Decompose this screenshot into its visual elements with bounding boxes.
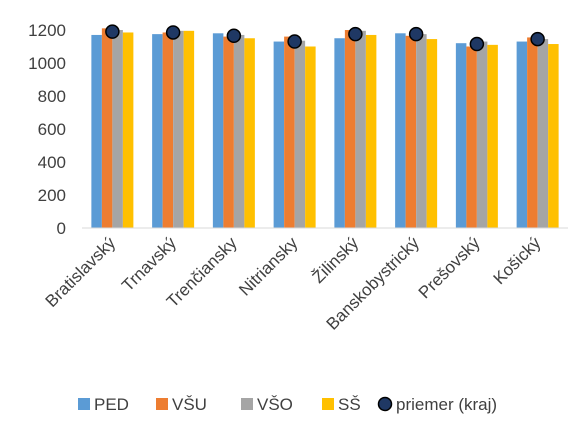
y-tick-label: 200: [38, 186, 66, 205]
y-tick-label: 800: [38, 87, 66, 106]
average-point: [287, 34, 302, 49]
bar: [405, 35, 417, 229]
category-label: Košický: [490, 233, 545, 288]
bar: [91, 34, 102, 229]
legend-swatch: [322, 398, 334, 410]
bar: [527, 37, 538, 228]
average-point: [408, 26, 424, 42]
legend-label: VŠO: [257, 395, 293, 414]
bar: [334, 38, 345, 228]
legend-label: SŠ: [338, 395, 361, 414]
bar: [284, 36, 295, 228]
bar: [223, 36, 234, 228]
bar: [152, 34, 163, 228]
average-point: [348, 26, 363, 42]
bar: [344, 30, 356, 228]
legend-label: PED: [94, 395, 129, 414]
bar: [162, 32, 174, 228]
legend-swatch: [241, 398, 253, 410]
category-label: Bratislavský: [42, 233, 120, 311]
bar: [416, 34, 427, 228]
category-label: Prešovský: [415, 233, 484, 302]
bar: [426, 39, 438, 229]
y-axis-ticks: 0 200 400 600 800 1000 1200: [28, 21, 66, 238]
bar: [273, 41, 285, 228]
legend-swatch: [156, 398, 168, 410]
bar: [355, 30, 366, 229]
x-axis-labels: BratislavskýTrnavskýTrenčianskyNitriansk…: [42, 233, 545, 334]
bar: [487, 44, 498, 228]
bar: [173, 30, 184, 229]
y-tick-label: 1000: [28, 54, 66, 73]
average-point: [226, 28, 242, 44]
category-label: Nitriansky: [235, 233, 302, 300]
bar: [537, 39, 549, 229]
average-point: [530, 31, 545, 47]
bar: [294, 40, 306, 228]
y-tick-label: 600: [38, 120, 66, 139]
bar: [244, 38, 255, 228]
y-tick-label: 0: [57, 219, 66, 238]
y-tick-label: 400: [38, 153, 66, 172]
bar: [305, 46, 316, 228]
average-point: [105, 24, 120, 39]
legend-label: VŠU: [172, 395, 207, 414]
bar: [233, 34, 245, 229]
bar: [365, 34, 377, 229]
category-label: Trnavský: [118, 233, 180, 295]
bar: [466, 46, 477, 228]
legend-swatch: [78, 398, 90, 410]
average-point: [469, 36, 485, 52]
category-label: Žilinský: [309, 233, 363, 287]
legend-label: priemer (kraj): [396, 395, 497, 414]
chart-bars: [91, 28, 559, 229]
bar: [548, 44, 559, 229]
bar: [112, 30, 123, 228]
bar: [516, 41, 528, 228]
bar: [476, 41, 488, 228]
legend-marker: [377, 396, 393, 412]
bar: [455, 43, 467, 229]
y-tick-label: 1200: [28, 21, 66, 40]
bar: [183, 30, 195, 229]
average-points: [105, 24, 545, 52]
bar: [122, 32, 134, 228]
bar: [101, 28, 113, 228]
legend: PED VŠU VŠO SŠ priemer (kraj): [78, 395, 497, 414]
bar: [212, 33, 224, 228]
bar: [395, 33, 406, 228]
average-point: [165, 25, 181, 40]
